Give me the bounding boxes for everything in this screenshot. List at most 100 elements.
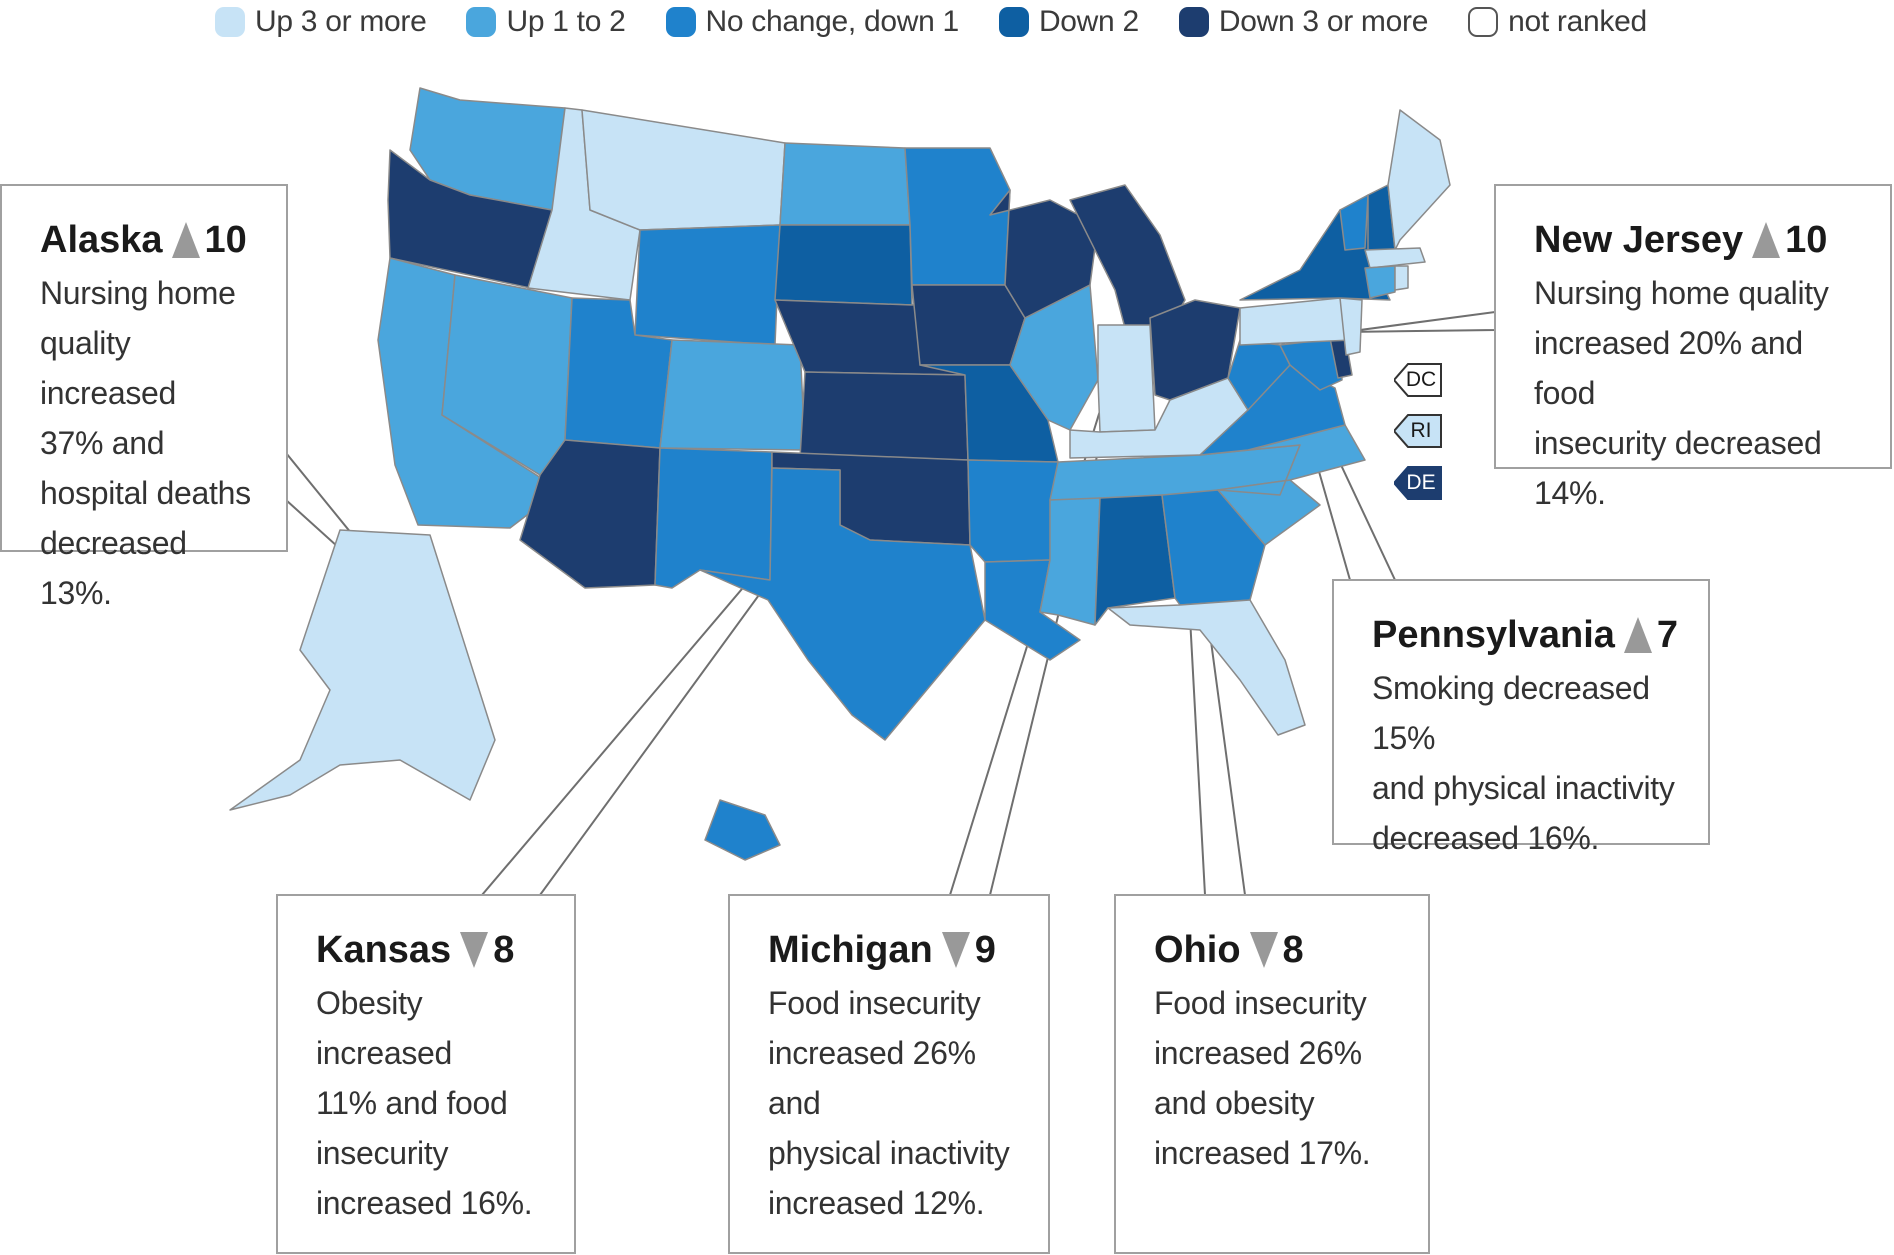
state-iowa bbox=[911, 284, 1026, 366]
callout-pennsylvania: Pennsylvania 7 Smoking decreased 15% and… bbox=[1332, 579, 1710, 856]
legend-item-down-3-or-more: Down 3 or more bbox=[1178, 5, 1429, 39]
state-north-carolina bbox=[1217, 424, 1366, 496]
callout-line: increased 16%. bbox=[316, 1185, 533, 1221]
callout-line: increased 26% bbox=[1154, 1035, 1362, 1071]
state-arkansas bbox=[967, 459, 1059, 563]
state-hawaii bbox=[704, 799, 781, 861]
callout-state-name: New Jersey bbox=[1534, 219, 1744, 261]
tag-de: DE bbox=[1392, 466, 1442, 500]
legend-swatch bbox=[1178, 7, 1209, 37]
callout-line: 11% and food bbox=[316, 1085, 508, 1121]
callout-line: 37% and bbox=[40, 425, 165, 461]
callout-line: Nursing home bbox=[40, 275, 236, 311]
callout-line: increased 20% and food bbox=[1534, 325, 1803, 411]
tag-arrow-shape bbox=[1392, 466, 1442, 500]
callout-description: Food insecurity increased 26% and physic… bbox=[768, 978, 1028, 1228]
callout-line: decreased 13%. bbox=[40, 525, 187, 611]
callout-line: insecurity bbox=[316, 1135, 449, 1171]
callout-header: Kansas 8 bbox=[316, 930, 554, 970]
down-arrow-icon bbox=[1249, 932, 1278, 968]
state-texas bbox=[699, 467, 986, 741]
state-maine bbox=[1387, 109, 1451, 251]
state-alabama bbox=[1094, 494, 1176, 626]
state-florida bbox=[1107, 599, 1306, 736]
legend-swatch bbox=[998, 7, 1029, 37]
callout-line: physical inactivity bbox=[768, 1135, 1010, 1171]
legend-item-up-1-to-2: Up 1 to 2 bbox=[466, 5, 626, 39]
callout-rank-change: 7 bbox=[1656, 614, 1679, 656]
callout-description: Food insecurity increased 26% and obesit… bbox=[1154, 978, 1408, 1178]
state-indiana bbox=[1097, 324, 1156, 433]
callout-line: increased 17%. bbox=[1154, 1135, 1371, 1171]
tag-arrow-shape bbox=[1392, 414, 1442, 448]
state-rhode-island bbox=[1394, 265, 1409, 291]
state-massachusetts bbox=[1364, 247, 1426, 269]
callout-ohio: Ohio 8 Food insecurity increased 26% and… bbox=[1114, 894, 1430, 1254]
callout-description: Nursing home quality increased 37% and h… bbox=[40, 268, 266, 618]
state-minnesota bbox=[904, 147, 1011, 286]
callout-line: insecurity decreased 14%. bbox=[1534, 425, 1822, 511]
state-pennsylvania bbox=[1239, 297, 1353, 346]
legend-swatch bbox=[665, 7, 696, 37]
legend-swatch bbox=[215, 7, 245, 37]
callout-alaska: Alaska 10 Nursing home quality increased… bbox=[0, 184, 288, 611]
legend-swatch bbox=[466, 7, 497, 37]
legend-label: Down 3 or more bbox=[1218, 5, 1429, 38]
callout-header: Alaska 10 bbox=[40, 220, 266, 260]
tag-label: DE bbox=[1406, 471, 1436, 494]
state-wyoming bbox=[634, 224, 781, 346]
state-montana bbox=[581, 109, 786, 231]
callout-line: and physical inactivity bbox=[1372, 770, 1675, 806]
tag-ri: RI bbox=[1392, 414, 1442, 448]
callout-line: Obesity increased bbox=[316, 985, 453, 1071]
callout-header: New Jersey 10 bbox=[1534, 220, 1870, 260]
legend-item-no-change: No change, down 1 bbox=[665, 5, 960, 39]
leader-new-jersey bbox=[1344, 310, 1496, 333]
state-vermont bbox=[1339, 194, 1369, 251]
legend-label: No change, down 1 bbox=[705, 5, 960, 38]
legend-label: Up 3 or more bbox=[255, 5, 427, 38]
legend-swatch bbox=[1468, 7, 1499, 37]
callout-description: Nursing home quality increased 20% and f… bbox=[1534, 268, 1870, 518]
callout-description: Obesity increased 11% and food insecurit… bbox=[316, 978, 554, 1228]
callout-line: Food insecurity bbox=[768, 985, 981, 1021]
callout-header: Michigan 9 bbox=[768, 930, 1028, 970]
callout-state-name: Alaska bbox=[40, 219, 163, 261]
state-north-dakota bbox=[779, 142, 911, 226]
callout-rank-change: 10 bbox=[204, 219, 247, 261]
callout-rank-change: 8 bbox=[493, 929, 515, 971]
state-new-mexico bbox=[654, 447, 773, 589]
callout-state-name: Ohio bbox=[1154, 929, 1241, 971]
legend-label: Up 1 to 2 bbox=[506, 5, 626, 38]
callout-michigan: Michigan 9 Food insecurity increased 26%… bbox=[728, 894, 1050, 1254]
callout-kansas: Kansas 8 Obesity increased 11% and food … bbox=[276, 894, 576, 1254]
down-arrow-icon bbox=[941, 932, 970, 968]
state-south-dakota bbox=[774, 224, 913, 306]
callout-rank-change: 9 bbox=[974, 929, 996, 971]
state-colorado bbox=[659, 339, 806, 451]
up-arrow-icon bbox=[1752, 222, 1781, 258]
up-arrow-icon bbox=[171, 222, 200, 258]
down-arrow-icon bbox=[460, 932, 489, 968]
callout-line: hospital deaths bbox=[40, 475, 251, 511]
up-arrow-icon bbox=[1623, 617, 1652, 653]
state-kansas bbox=[799, 371, 969, 461]
callout-state-name: Pennsylvania bbox=[1372, 614, 1615, 656]
callout-description: Smoking decreased 15% and physical inact… bbox=[1372, 663, 1688, 863]
legend-item-down-2: Down 2 bbox=[998, 5, 1139, 39]
legend-label: not ranked bbox=[1508, 5, 1647, 38]
callout-state-name: Kansas bbox=[316, 929, 452, 971]
legend-label: Down 2 bbox=[1038, 5, 1139, 38]
callout-line: Smoking decreased 15% bbox=[1372, 670, 1650, 756]
callout-state-name: Michigan bbox=[768, 929, 933, 971]
callout-header: Ohio 8 bbox=[1154, 930, 1408, 970]
state-alaska bbox=[229, 529, 496, 811]
callout-line: quality increased bbox=[40, 325, 177, 411]
tag-dc: DC bbox=[1392, 363, 1442, 397]
callout-line: and obesity bbox=[1154, 1085, 1315, 1121]
callout-line: increased 12%. bbox=[768, 1185, 985, 1221]
tag-label: DC bbox=[1405, 368, 1437, 391]
callout-header: Pennsylvania 7 bbox=[1372, 615, 1688, 655]
legend-item-up-3-or-more: Up 3 or more bbox=[215, 5, 427, 39]
